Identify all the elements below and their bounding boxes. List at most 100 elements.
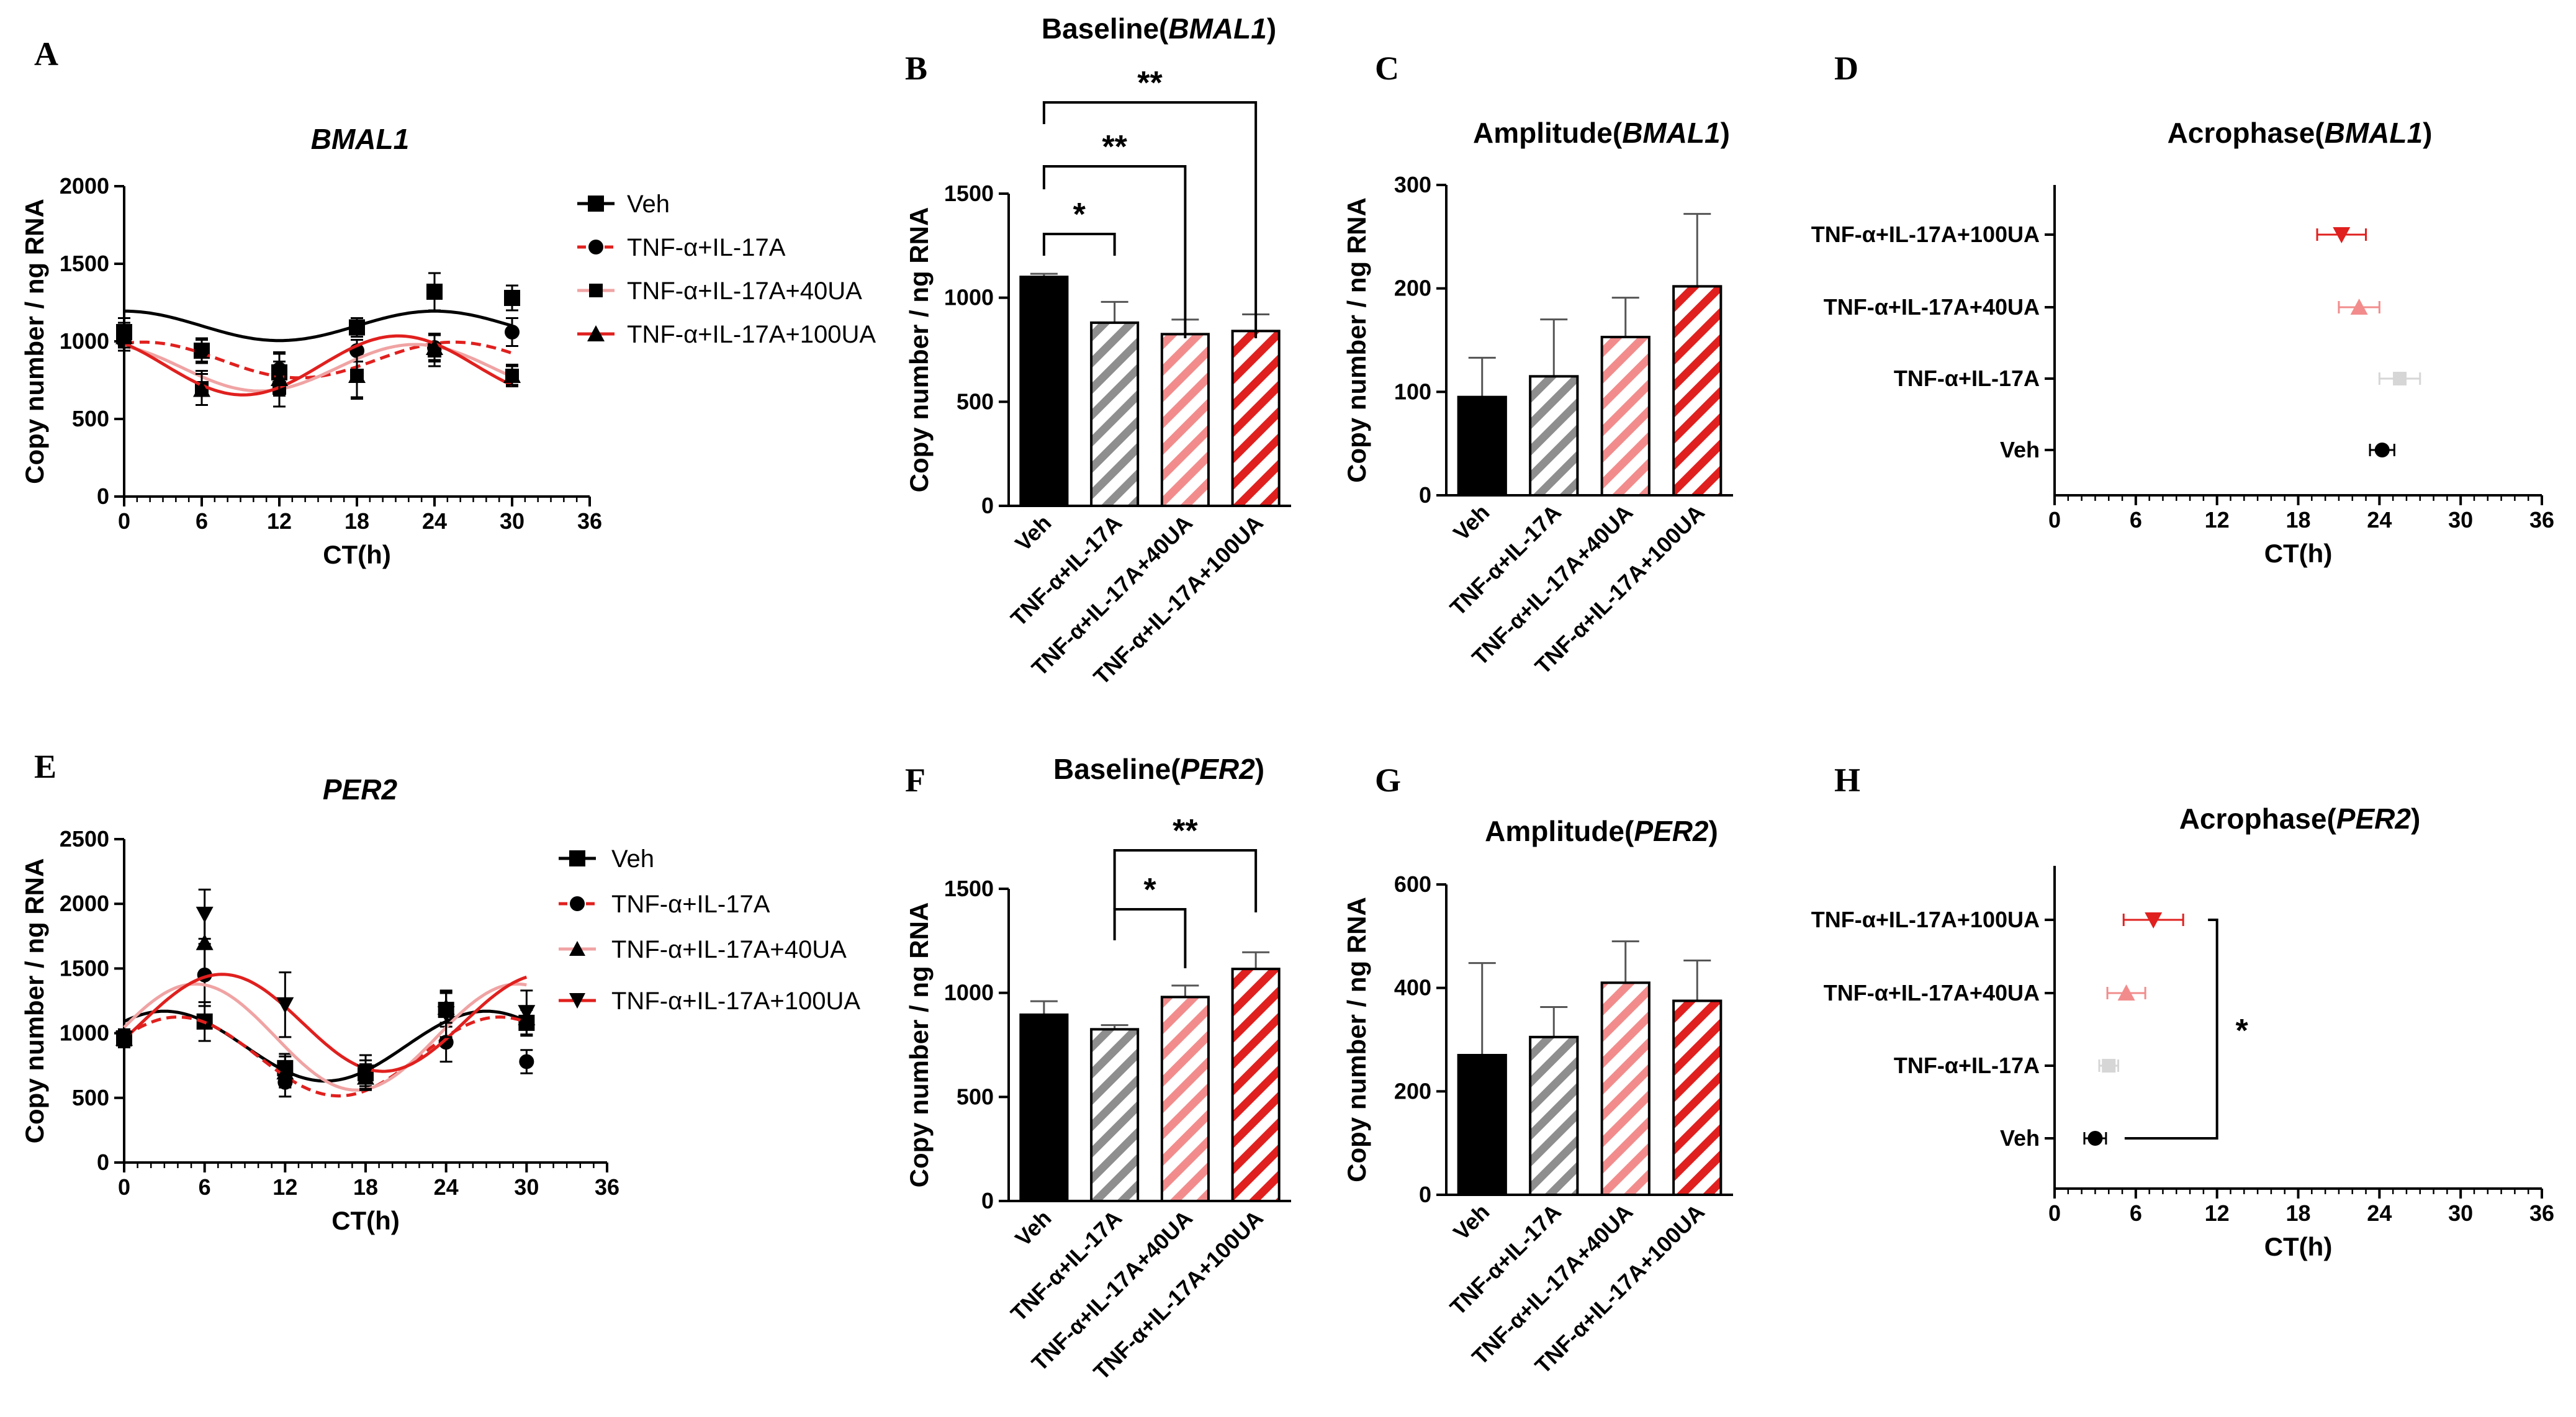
y-tick-label-e: 2500 <box>60 826 109 852</box>
x-tick-label-a: 36 <box>577 508 602 534</box>
y-tick-label-e: 500 <box>72 1085 109 1110</box>
fit-curve-e-ua100 <box>123 973 528 1073</box>
data-point-h-ua100 <box>2145 912 2163 929</box>
x-tick-label-d: 24 <box>2367 507 2392 533</box>
category-label-b-veh: Veh <box>1010 510 1056 556</box>
legend-a-tnf: TNF-α+IL-17A <box>627 234 786 261</box>
significance-label-h: * <box>2236 1013 2249 1049</box>
x-tick-label-e: 18 <box>353 1174 378 1200</box>
data-point-e-ua40 <box>196 933 214 950</box>
bar-c-tnf <box>1529 375 1579 497</box>
panel-letter-f: F <box>905 762 925 799</box>
x-axis-title-e: CT(h) <box>331 1206 400 1235</box>
y-tick-label-f: 1000 <box>944 980 994 1005</box>
y-tick-label-b: 0 <box>981 493 994 518</box>
y-tick-label-a: 1000 <box>60 328 109 354</box>
x-tick-label-e: 24 <box>434 1174 459 1200</box>
bar-b-ua40 <box>1160 333 1210 507</box>
title-f: Baseline(PER2) <box>1053 753 1264 785</box>
y-tick-label-b: 1500 <box>944 181 994 206</box>
x-tick-label-e: 36 <box>595 1174 619 1200</box>
data-point-e-ua40 <box>276 1063 294 1080</box>
x-tick-label-a: 12 <box>267 508 292 534</box>
panel-letter-a: A <box>34 35 58 73</box>
x-tick-label-d: 6 <box>2130 507 2142 533</box>
title-a: BMAL1 <box>311 123 409 155</box>
fit-curve-a-veh <box>124 309 513 343</box>
data-point-a-veh <box>426 284 443 300</box>
title-g: Amplitude(PER2) <box>1485 815 1718 847</box>
data-point-a-ua100 <box>348 367 366 383</box>
fit-curve-e-ua40 <box>123 982 527 1092</box>
legend-a: Veh TNF-α+IL-17A TNF-α+IL-17A+40UA TNF-α… <box>577 191 876 348</box>
category-label-c-veh: Veh <box>1448 500 1494 546</box>
x-tick-label-d: 30 <box>2448 507 2473 533</box>
y-tick-label-e: 1000 <box>60 1020 109 1046</box>
legend-a-veh-marker <box>588 196 604 212</box>
x-axis-title-a: CT(h) <box>323 540 391 569</box>
y-tick-label-c: 100 <box>1394 379 1431 404</box>
bar-g-ua40 <box>1600 981 1651 1197</box>
data-point-a-ua100 <box>426 339 443 355</box>
data-point-e-ua100 <box>518 1005 536 1022</box>
category-label-h-veh: Veh <box>2000 1125 2040 1151</box>
significance-label-b: * <box>1073 197 1086 233</box>
bar-g-veh <box>1457 1054 1507 1196</box>
y-tick-label-a: 2000 <box>60 173 109 199</box>
x-tick-label-h: 6 <box>2130 1200 2142 1226</box>
legend-e-ua40-marker <box>569 941 585 956</box>
data-point-d-tnf <box>2393 372 2407 385</box>
significance-bracket-b <box>1042 165 1187 338</box>
legend-e-ua40: TNF-α+IL-17A+40UA <box>611 936 847 963</box>
legend-a-ua40: TNF-α+IL-17A+40UA <box>627 277 862 305</box>
x-axis-title-d: CT(h) <box>2264 539 2333 568</box>
legend-e-tnf-marker <box>570 896 585 911</box>
data-point-d-ua40 <box>2350 299 2368 315</box>
y-tick-label-e: 2000 <box>60 891 109 916</box>
y-tick-label-f: 0 <box>981 1188 994 1213</box>
title-e: PER2 <box>323 773 398 806</box>
y-tick-label-c: 0 <box>1419 482 1431 508</box>
legend-a-veh: Veh <box>627 191 670 218</box>
legend-e-veh-marker <box>569 850 585 866</box>
y-axis-title-b: Copy number / ng RNA <box>904 207 934 493</box>
fit-curve-a-tnf <box>124 340 513 380</box>
fit-curve-e-tnf <box>123 1015 528 1098</box>
title-d: Acrophase(BMAL1) <box>2168 117 2433 149</box>
y-tick-label-g: 600 <box>1394 871 1431 897</box>
bar-c-ua40 <box>1600 336 1651 497</box>
bar-f-ua100 <box>1231 968 1281 1203</box>
significance-label-f: * <box>1143 872 1156 908</box>
data-point-h-ua40 <box>2117 984 2135 1001</box>
y-axis-title-g: Copy number / ng RNA <box>1342 897 1371 1182</box>
x-tick-label-e: 6 <box>199 1174 211 1200</box>
y-tick-label-b: 500 <box>957 389 994 414</box>
category-label-d-ua40: TNF-α+IL-17A+40UA <box>1824 294 2040 320</box>
y-tick-label-e: 0 <box>97 1149 109 1175</box>
legend-a-ua100-marker <box>587 325 605 341</box>
legend-e: Veh TNF-α+IL-17A TNF-α+IL-17A+40UA TNF-α… <box>559 845 860 1015</box>
bar-g-ua100 <box>1672 999 1723 1196</box>
data-point-a-tnf <box>505 325 520 340</box>
x-tick-label-e: 0 <box>118 1174 130 1200</box>
x-tick-label-h: 18 <box>2286 1200 2310 1226</box>
y-tick-label-a: 1500 <box>60 251 109 276</box>
x-tick-label-a: 0 <box>118 508 130 534</box>
legend-a-ua40-marker <box>589 284 603 297</box>
y-tick-label-b: 1000 <box>944 285 994 310</box>
fit-curve-a-ua100 <box>124 334 513 397</box>
legend-e-veh: Veh <box>611 845 654 873</box>
significance-label-b: ** <box>1102 129 1127 165</box>
x-axis-title-h: CT(h) <box>2264 1232 2333 1261</box>
title-h: Acrophase(PER2) <box>2179 803 2421 835</box>
bar-f-ua40 <box>1160 996 1210 1202</box>
data-point-e-ua100 <box>196 906 214 923</box>
y-tick-label-f: 1500 <box>944 876 994 901</box>
significance-label-b: ** <box>1137 65 1163 101</box>
category-label-d-ua100: TNF-α+IL-17A+100UA <box>1811 222 2040 247</box>
x-tick-label-e: 12 <box>272 1174 297 1200</box>
bar-b-veh <box>1019 276 1069 507</box>
data-point-a-ua100 <box>193 380 210 397</box>
x-tick-label-d: 18 <box>2286 507 2310 533</box>
